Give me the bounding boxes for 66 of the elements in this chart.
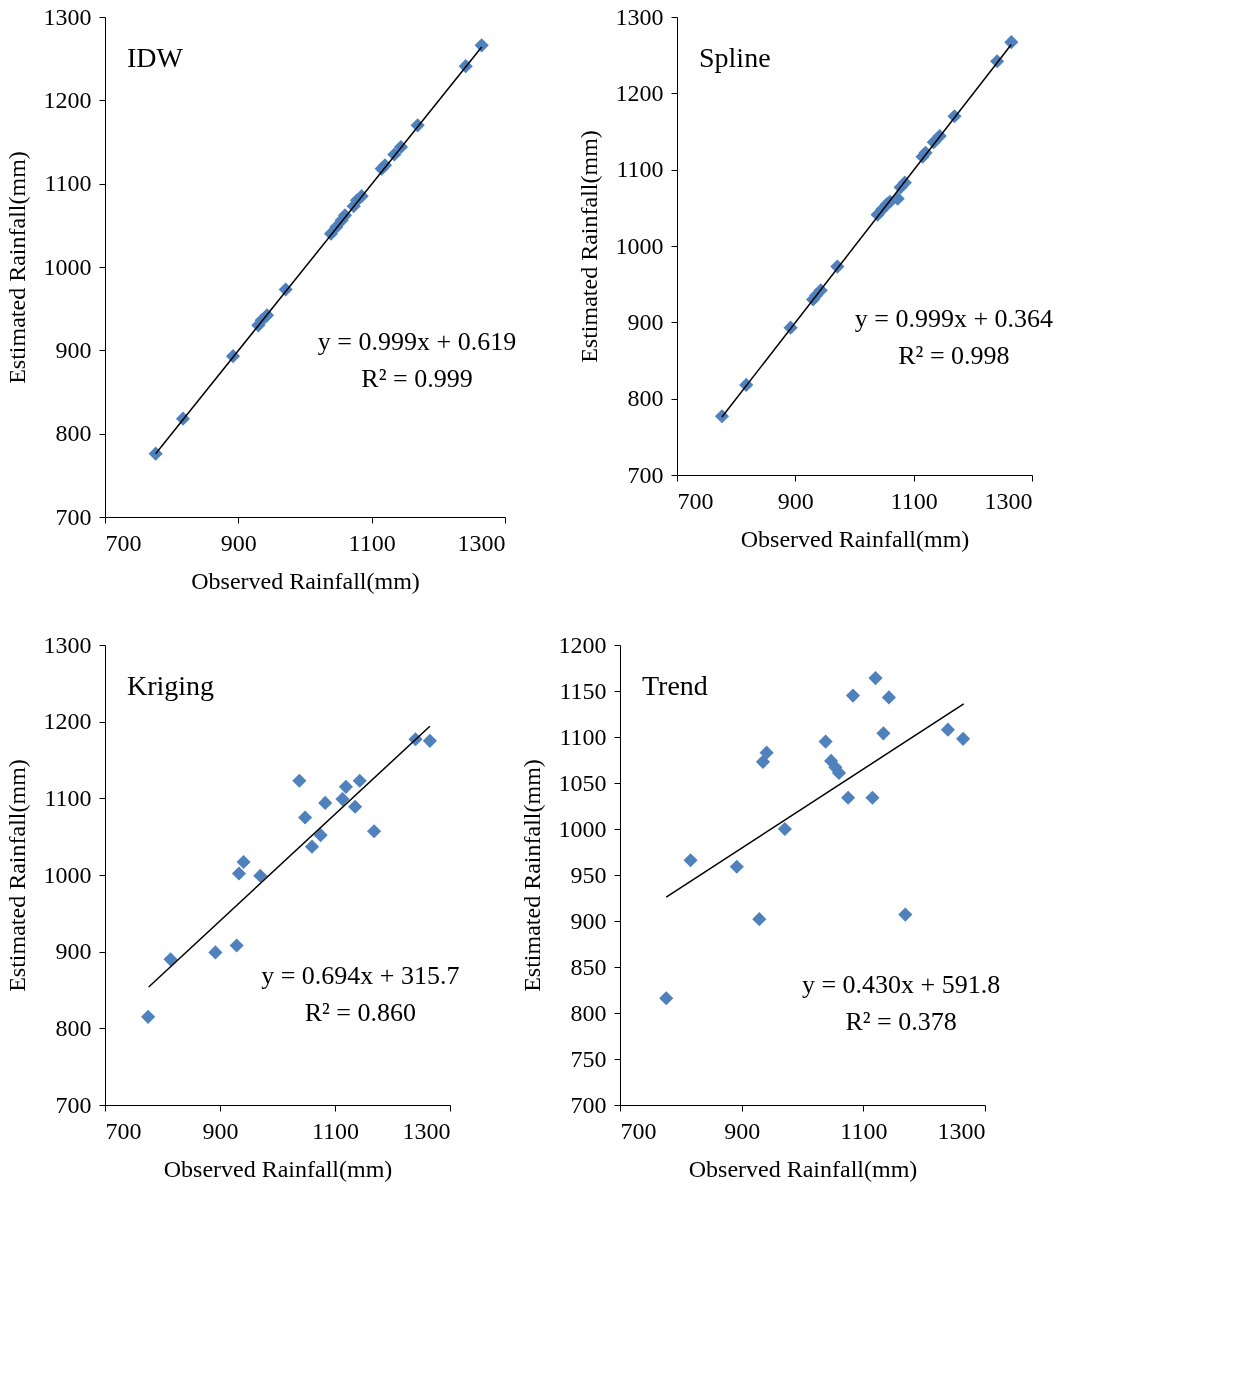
text: Trend bbox=[642, 670, 708, 701]
y-tick-label: 800 bbox=[570, 999, 607, 1026]
x-axis-title: Observed Rainfall(mm) bbox=[163, 1155, 393, 1182]
y-tick-label: 1300 bbox=[615, 3, 664, 30]
x-tick-label: 1100 bbox=[348, 529, 396, 556]
y-axis-title: Estimated Rainfall(mm) bbox=[518, 759, 545, 992]
y-tick-label: 1300 bbox=[43, 3, 92, 30]
y-tick-label: 1100 bbox=[559, 723, 607, 750]
annotation: R² = 0.999 bbox=[361, 364, 473, 393]
x-axis-title: Observed Rainfall(mm) bbox=[191, 567, 420, 594]
annotation: R² = 0.998 bbox=[898, 341, 1010, 371]
y-tick-label: 700 bbox=[570, 1091, 607, 1118]
y-tick-label: 1050 bbox=[558, 769, 607, 796]
x-tick-label: 700 bbox=[677, 487, 714, 514]
annotation: y = 0.999x + 0.619 bbox=[317, 327, 517, 356]
x-tick-label: 900 bbox=[777, 487, 814, 514]
y-tick-label: 1200 bbox=[615, 79, 664, 106]
y-tick-label: 1000 bbox=[558, 815, 607, 842]
x-tick-label: 900 bbox=[220, 529, 257, 556]
y-tick-label: 800 bbox=[627, 385, 664, 412]
y-tick-label: 1200 bbox=[558, 631, 607, 658]
y-tick-label: 900 bbox=[627, 308, 664, 335]
x-axis-title: Observed Rainfall(mm) bbox=[740, 525, 970, 552]
text: Kriging bbox=[127, 670, 215, 701]
x-tick-label: 1300 bbox=[984, 487, 1033, 514]
y-tick-label: 900 bbox=[570, 907, 607, 934]
y-tick-label: 900 bbox=[55, 336, 92, 363]
text: IDW bbox=[127, 42, 184, 73]
x-tick-label: 1300 bbox=[402, 1117, 451, 1144]
y-tick-label: 850 bbox=[570, 953, 607, 980]
y-tick-label: 1000 bbox=[43, 253, 92, 280]
x-tick-label: 900 bbox=[202, 1117, 239, 1144]
y-tick-label: 1300 bbox=[43, 631, 92, 658]
y-tick-label: 800 bbox=[55, 1014, 92, 1041]
annotation: y = 0.694x + 315.7 bbox=[261, 961, 460, 991]
y-tick-label: 1100 bbox=[616, 156, 664, 183]
y-tick-label: 1150 bbox=[559, 677, 607, 704]
x-tick-label: 1300 bbox=[937, 1117, 986, 1144]
y-tick-label: 800 bbox=[55, 420, 92, 447]
x-tick-label: 1100 bbox=[311, 1117, 360, 1144]
annotation: R² = 0.860 bbox=[304, 998, 416, 1028]
y-tick-label: 1200 bbox=[43, 708, 92, 735]
text: Spline bbox=[699, 42, 771, 73]
x-tick-label: 1300 bbox=[457, 529, 506, 556]
y-tick-label: 1100 bbox=[44, 170, 92, 197]
y-tick-label: 900 bbox=[55, 938, 92, 965]
y-tick-label: 1000 bbox=[43, 861, 92, 888]
annotation: y = 0.999x + 0.364 bbox=[854, 304, 1054, 334]
y-tick-label: 1100 bbox=[44, 784, 92, 811]
y-tick-label: 750 bbox=[570, 1045, 607, 1072]
y-tick-label: 700 bbox=[627, 461, 664, 488]
x-tick-label: 1100 bbox=[890, 487, 938, 514]
x-tick-label: 700 bbox=[105, 529, 142, 556]
y-axis-title: Estimated Rainfall(mm) bbox=[3, 759, 30, 992]
x-axis-title: Observed Rainfall(mm) bbox=[688, 1155, 918, 1182]
y-axis-title: Estimated Rainfall(mm) bbox=[3, 151, 30, 384]
y-axis-title: Estimated Rainfall(mm) bbox=[575, 130, 602, 363]
x-tick-label: 1100 bbox=[840, 1117, 888, 1144]
x-tick-label: 900 bbox=[724, 1117, 761, 1144]
annotation: y = 0.430x + 591.8 bbox=[801, 970, 1001, 1000]
y-tick-label: 950 bbox=[570, 861, 607, 888]
y-tick-label: 1200 bbox=[43, 86, 92, 113]
x-tick-label: 700 bbox=[105, 1117, 142, 1144]
annotation: R² = 0.378 bbox=[845, 1007, 957, 1037]
y-tick-label: 1000 bbox=[615, 232, 664, 259]
y-tick-label: 700 bbox=[55, 1091, 92, 1118]
